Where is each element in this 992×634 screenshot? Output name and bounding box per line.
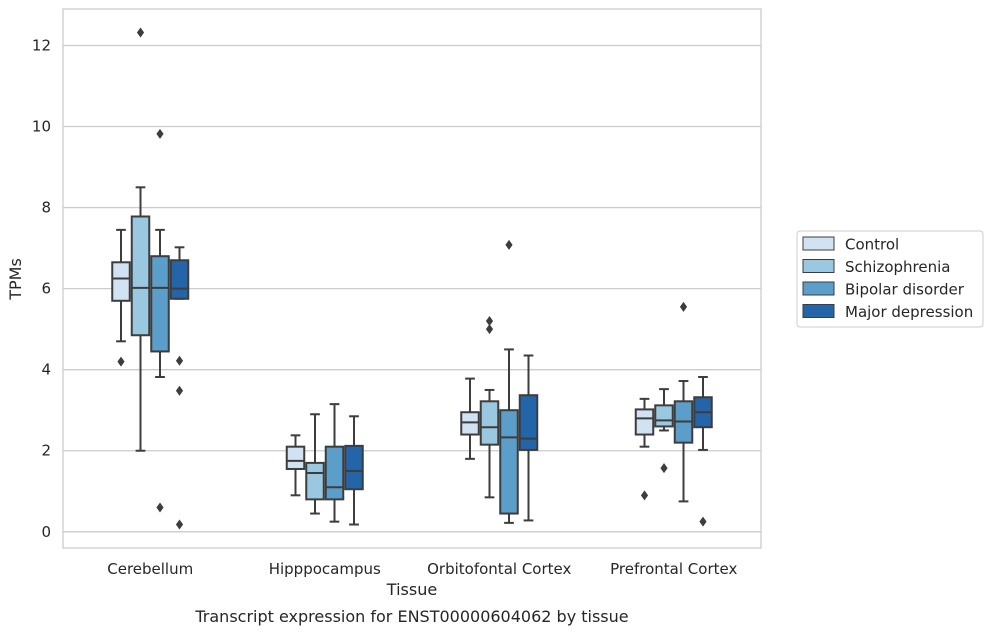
x-tick-label: Cerebellum bbox=[107, 560, 193, 578]
x-tick-label: Hipppocampus bbox=[269, 560, 381, 578]
legend-entry-label: Schizophrenia bbox=[845, 258, 950, 276]
outlier-point bbox=[640, 490, 649, 501]
x-tick-label: Orbitofontal Cortex bbox=[427, 560, 571, 578]
legend-entry-label: Control bbox=[845, 236, 899, 254]
outlier-point bbox=[660, 463, 668, 474]
box-schizophrenia-3 bbox=[654, 388, 674, 474]
box-control-3 bbox=[634, 397, 655, 501]
box-iqr bbox=[344, 444, 364, 491]
box-schizophrenia-1 bbox=[305, 413, 325, 515]
box-iqr bbox=[499, 409, 519, 515]
outlier-point bbox=[136, 27, 145, 38]
y-axis-label: TPMs bbox=[6, 258, 25, 301]
box-bipolar-disorder-1 bbox=[324, 403, 345, 523]
box-iqr bbox=[460, 411, 480, 436]
outlier-point bbox=[175, 385, 184, 396]
x-tick-label: Prefrontal Cortex bbox=[610, 560, 737, 578]
y-tick-label: 8 bbox=[41, 199, 51, 217]
plot-area-frame bbox=[62, 8, 762, 549]
outlier-point bbox=[117, 356, 125, 367]
outlier-point bbox=[175, 519, 184, 530]
x-axis-label: Tissue bbox=[386, 580, 437, 599]
legend-entry-label: Bipolar disorder bbox=[845, 281, 965, 299]
box-schizophrenia-2 bbox=[479, 316, 500, 499]
legend-swatch bbox=[802, 259, 835, 273]
outlier-point bbox=[485, 324, 494, 335]
box-bipolar-disorder-3 bbox=[673, 301, 694, 503]
box-iqr bbox=[169, 259, 190, 300]
box-iqr bbox=[654, 404, 674, 428]
box-iqr bbox=[324, 445, 345, 501]
legend: Control Schizophrenia Bipolar disorder Majo… bbox=[796, 230, 984, 328]
box-major-depression-0 bbox=[169, 246, 190, 530]
y-tick-label: 10 bbox=[32, 118, 51, 136]
box-iqr bbox=[285, 445, 306, 470]
y-tick-label: 6 bbox=[41, 280, 51, 298]
box-control-2 bbox=[460, 377, 480, 460]
outlier-point bbox=[156, 502, 164, 513]
y-tick-label: 12 bbox=[32, 36, 51, 54]
outlier-point bbox=[505, 239, 513, 250]
box-iqr bbox=[518, 394, 539, 451]
box-control-1 bbox=[285, 434, 306, 497]
outlier-point bbox=[175, 355, 184, 366]
y-tick-label: 4 bbox=[41, 361, 51, 379]
box-iqr bbox=[150, 255, 170, 353]
box-bipolar-disorder-2 bbox=[499, 239, 519, 524]
legend-swatch bbox=[802, 304, 835, 318]
box-iqr bbox=[130, 215, 151, 337]
box-iqr bbox=[634, 408, 655, 436]
x-axis-ticks: Cerebellum Hipppocampus Orbitofontal Corte… bbox=[107, 560, 737, 578]
legend-frame bbox=[796, 230, 984, 328]
outlier-point bbox=[156, 128, 164, 139]
box-major-depression-2 bbox=[518, 354, 539, 522]
outlier-point bbox=[699, 516, 707, 527]
box-iqr bbox=[479, 400, 500, 446]
outlier-point bbox=[485, 316, 494, 327]
box-iqr bbox=[111, 261, 131, 302]
box-major-depression-3 bbox=[693, 375, 713, 527]
y-tick-label: 0 bbox=[41, 523, 51, 541]
legend-swatch bbox=[802, 281, 835, 296]
legend-entry-label: Major depression bbox=[845, 303, 973, 321]
box-iqr bbox=[305, 461, 325, 501]
legend-swatch bbox=[802, 236, 835, 251]
box-bipolar-disorder-0 bbox=[150, 128, 170, 513]
chart-caption: Transcript expression for ENST0000060406… bbox=[194, 607, 628, 626]
y-axis-ticks: 0 2 4 6 8 10 12 bbox=[32, 36, 51, 540]
y-tick-label: 2 bbox=[41, 442, 51, 460]
outlier-point bbox=[679, 301, 688, 312]
box-control-0 bbox=[111, 228, 131, 367]
box-series bbox=[111, 27, 713, 530]
box-schizophrenia-0 bbox=[130, 27, 151, 452]
box-major-depression-1 bbox=[344, 415, 364, 526]
